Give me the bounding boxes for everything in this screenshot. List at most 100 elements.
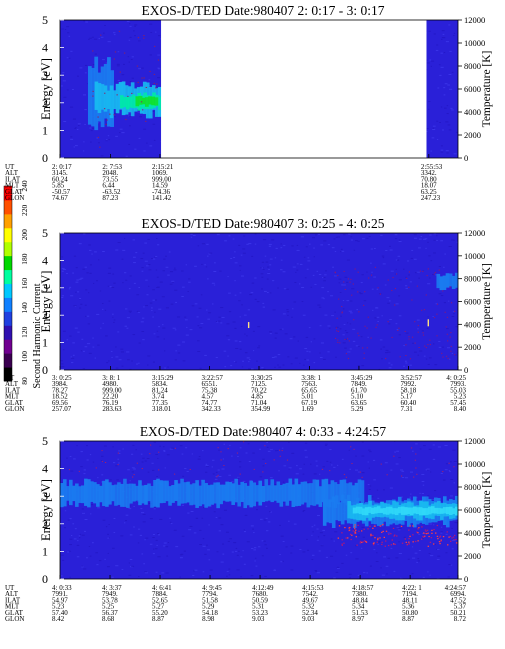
y2-tick-label: 2000 xyxy=(464,342,481,352)
spectrogram-texture xyxy=(421,473,425,475)
spectrogram-texture xyxy=(254,277,257,279)
annotation-row-label: ILAT xyxy=(5,596,21,604)
spectrogram-dot xyxy=(408,538,410,540)
spectrogram-texture xyxy=(197,458,201,460)
annotation-value: 65.65 xyxy=(301,386,317,394)
spectrogram-texture xyxy=(343,234,346,236)
spectrogram-texture xyxy=(140,453,143,455)
spectrogram-texture xyxy=(153,508,156,510)
spectrogram-dot xyxy=(265,462,267,464)
spectrogram-dot xyxy=(99,146,101,148)
colorbar-tick-label: 100 xyxy=(20,351,29,363)
spectrogram-texture xyxy=(382,257,385,259)
band-segment xyxy=(355,506,360,514)
spectrogram-texture xyxy=(228,474,231,476)
spectrogram-texture xyxy=(258,448,261,450)
spectrogram-texture xyxy=(75,127,77,129)
spectrogram-dot xyxy=(453,534,456,537)
spectrogram-texture xyxy=(291,316,293,318)
spectrogram-texture xyxy=(72,118,77,120)
spectrogram-texture xyxy=(227,339,231,341)
annotation-value: 53.23 xyxy=(252,609,268,617)
annotation-value: 4: 3:37 xyxy=(102,584,122,592)
spectrogram-texture xyxy=(338,282,340,284)
spectrogram-texture xyxy=(313,473,317,475)
spectrogram-texture xyxy=(149,518,153,520)
spectral-band xyxy=(135,95,159,107)
spectrogram-texture xyxy=(274,257,277,259)
spectrogram-texture xyxy=(237,455,239,457)
spectrogram-texture xyxy=(117,331,120,333)
annotation-value: 8.87 xyxy=(402,615,415,623)
spectrogram-texture xyxy=(432,315,434,317)
spectrogram-texture xyxy=(263,290,267,292)
spectrogram-texture xyxy=(98,259,100,261)
spectrogram-texture xyxy=(168,251,171,253)
spectrogram-dot xyxy=(446,531,448,533)
spectrogram-dot xyxy=(417,532,419,534)
spectrogram-texture xyxy=(123,63,125,65)
spectrogram-texture xyxy=(430,150,432,152)
band-segment xyxy=(108,482,112,505)
band-segment xyxy=(207,485,211,507)
spectrogram-texture xyxy=(146,294,149,296)
spectrogram-texture xyxy=(242,480,246,482)
spectrogram-texture xyxy=(267,266,270,268)
spectrogram-dot xyxy=(386,474,388,476)
spectrogram-texture xyxy=(260,273,264,275)
spectrogram-dot xyxy=(427,268,429,270)
annotation-value: -74.36 xyxy=(152,188,171,196)
band-segment xyxy=(342,479,347,503)
band-segment xyxy=(336,484,341,505)
spectrogram-texture xyxy=(164,367,166,369)
spectrogram-dot xyxy=(253,468,255,470)
spectrogram-texture xyxy=(61,363,64,365)
spectrogram-dot xyxy=(136,65,139,67)
spectrogram-texture xyxy=(413,234,417,236)
spectrogram-texture xyxy=(157,54,161,56)
spectrogram-texture xyxy=(324,443,328,445)
spectrogram-texture xyxy=(101,474,104,476)
spectrogram-dot xyxy=(216,476,218,478)
spectrogram-dot xyxy=(334,337,337,339)
y-tick-label: 5 xyxy=(42,13,48,27)
spectrogram-texture xyxy=(265,547,268,549)
band-segment xyxy=(189,484,193,506)
spectrogram-texture xyxy=(157,77,161,79)
spectrogram-texture xyxy=(129,81,132,83)
spectrogram-texture xyxy=(267,272,271,274)
spectrogram-dot xyxy=(427,344,429,346)
spectrogram-texture xyxy=(399,469,404,471)
spectrogram-texture xyxy=(121,132,125,134)
spectrogram-texture xyxy=(330,555,334,557)
spectrogram-texture xyxy=(239,265,242,267)
spectrogram-texture xyxy=(451,239,454,241)
spectrogram-texture xyxy=(401,470,405,472)
spectrogram-texture xyxy=(109,286,112,288)
spectrogram-texture xyxy=(311,237,315,239)
spectrogram-texture xyxy=(394,451,396,453)
spectrogram-spike xyxy=(247,322,250,329)
spectrogram-texture xyxy=(341,562,344,564)
spectrogram-dot xyxy=(394,304,396,306)
spectrogram-texture xyxy=(417,328,419,330)
spectrogram-dot xyxy=(153,82,155,84)
spectrogram-texture xyxy=(449,521,451,523)
band-segment xyxy=(258,480,263,506)
spectrogram-texture xyxy=(230,365,233,367)
spectrogram-dot xyxy=(433,317,436,319)
spectrogram-texture xyxy=(141,317,145,319)
spectrogram-texture xyxy=(389,319,392,321)
spectrogram-texture xyxy=(69,335,72,337)
spectrogram-texture xyxy=(235,347,239,349)
spectrogram-dot xyxy=(379,293,382,295)
spectrogram-texture xyxy=(393,570,396,572)
annotation-value: 4: 0:25 xyxy=(446,374,466,382)
spectrogram-texture xyxy=(304,347,308,349)
spectrogram-texture xyxy=(393,441,396,443)
spectrogram-texture xyxy=(81,565,83,567)
spectrogram-dot xyxy=(408,286,410,288)
spectrogram-texture xyxy=(272,309,276,311)
spectrogram-texture xyxy=(451,316,455,318)
spectrogram-texture xyxy=(249,359,251,361)
